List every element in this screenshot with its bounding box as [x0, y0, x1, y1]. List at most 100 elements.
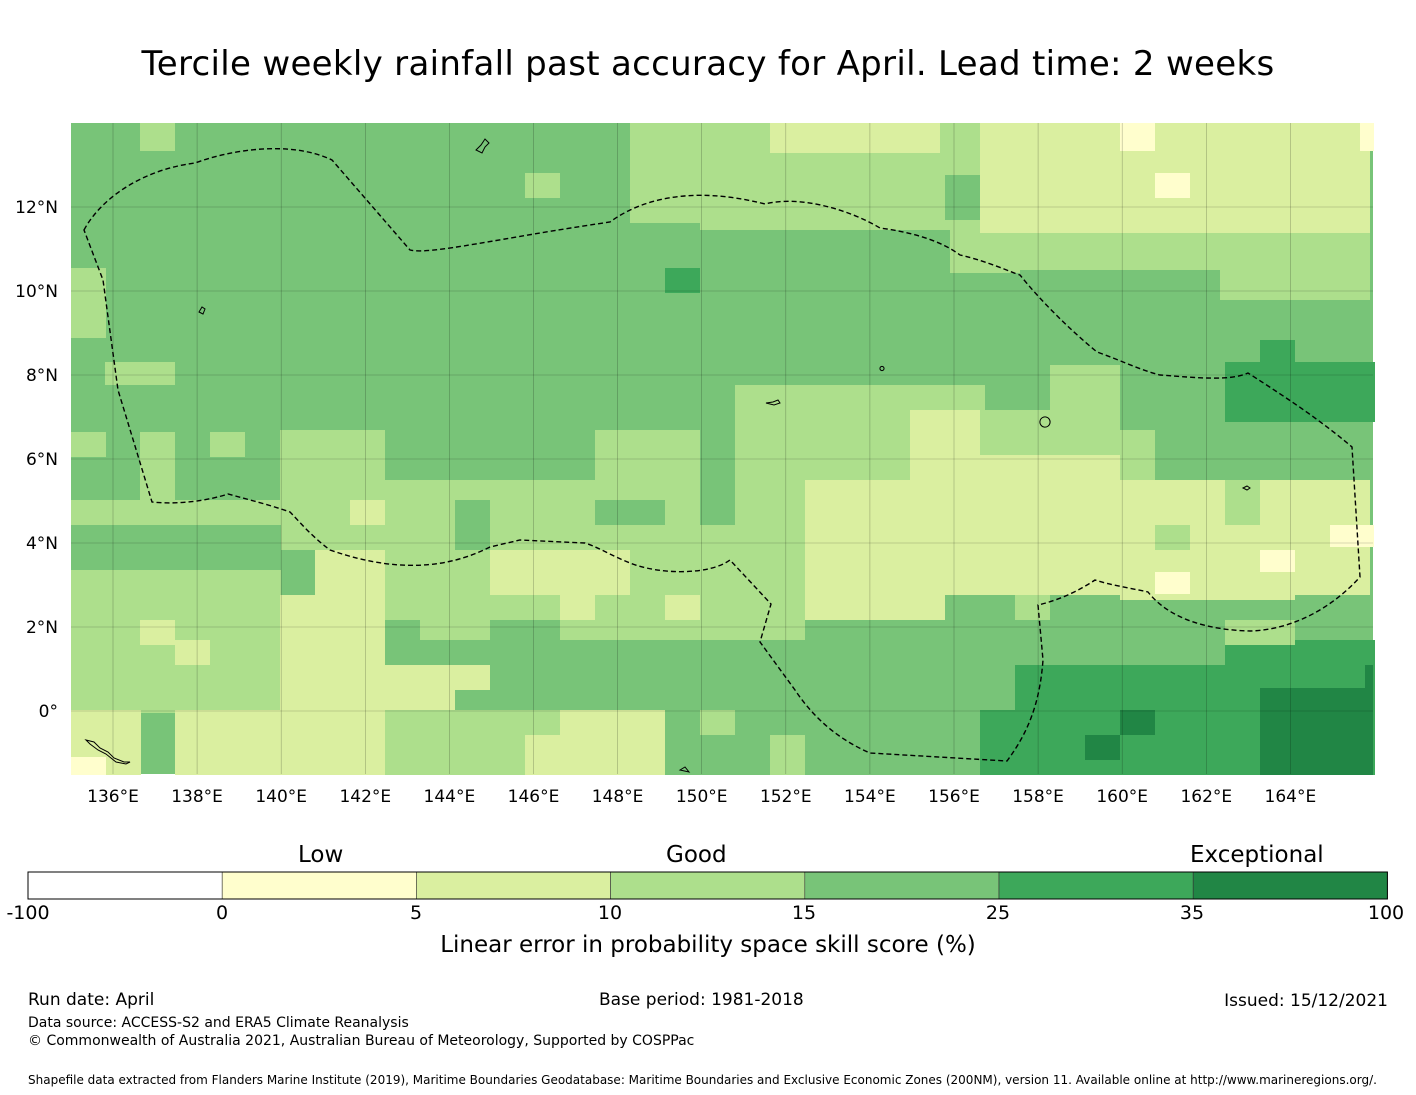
grid-cell [560, 595, 595, 620]
colorbar-title: Linear error in probability space skill … [440, 932, 976, 958]
colorbar-segment [998, 871, 1194, 900]
grid-cell [1155, 173, 1190, 198]
lon-tick-label: 162°E [1180, 787, 1232, 807]
grid-cell [1120, 123, 1155, 151]
lon-tick-label: 152°E [760, 787, 812, 807]
grid-cell [210, 432, 245, 457]
colorbar-label-low: Low [298, 842, 344, 868]
grid-cell [140, 432, 175, 502]
grid-cell [770, 123, 940, 153]
grid-cell [71, 432, 106, 457]
grid-cell [71, 500, 281, 525]
grid-cell [71, 548, 281, 713]
island [198, 306, 206, 315]
grid-cell [1155, 525, 1190, 550]
lat-tick-label: 10°N [15, 282, 58, 302]
colorbar-segment [221, 871, 417, 900]
grid-cell [1225, 480, 1260, 525]
island [1039, 416, 1051, 428]
lon-tick-label: 140°E [255, 787, 307, 807]
grid-cell [700, 640, 1015, 775]
grid-cell [455, 500, 490, 550]
lat-tick-label: 6°N [26, 450, 58, 470]
lon-tick-label: 144°E [424, 787, 476, 807]
grid-cell [1360, 123, 1374, 151]
grid-cell [665, 268, 700, 293]
lon-tick-label: 148°E [592, 787, 644, 807]
grid-cell [315, 550, 385, 610]
grid-cell [700, 710, 735, 735]
gridlines [71, 123, 1373, 774]
grid-cell [105, 362, 175, 385]
base-period: Base period: 1981-2018 [599, 990, 804, 1010]
copyright: © Commonwealth of Australia 2021, Austra… [28, 1033, 695, 1049]
grid-cell [71, 757, 106, 775]
colorbar-segment [1192, 871, 1388, 900]
grid-cell [1365, 665, 1373, 690]
lat-tick-label: 8°N [26, 366, 58, 386]
issued-date: Issued: 15/12/2021 [1224, 991, 1388, 1011]
island [879, 366, 885, 371]
colorbar-tick: 5 [409, 902, 423, 924]
lon-tick-label: 156°E [928, 787, 980, 807]
colorbar-tick: 35 [1179, 902, 1205, 924]
grid-cell [71, 268, 106, 338]
axis-ticks: 136°E 138°E 140°E 142°E 144°E 146°E 148°E 150°E… [15, 198, 1316, 807]
lat-tick-label: 12°N [15, 198, 58, 218]
grid-cell [1260, 688, 1373, 775]
grid-cell [1050, 365, 1120, 410]
eez-boundary [83, 148, 1361, 762]
colorbar-tick: -100 [6, 902, 50, 924]
lon-tick-label: 158°E [1012, 787, 1064, 807]
grid-cell [350, 500, 385, 525]
grid-cell [595, 430, 700, 480]
grid-cell [560, 710, 665, 740]
grid-cell [490, 550, 630, 595]
lat-tick-label: 2°N [26, 618, 58, 638]
grid-cell [945, 455, 1120, 595]
grid-cell [1015, 595, 1050, 620]
grid-cell [140, 123, 175, 151]
grid-cell [805, 480, 945, 620]
grid-cell [1295, 595, 1373, 640]
colorbar-frame [27, 871, 1388, 900]
grid-cell [490, 620, 560, 642]
colorbar-segment [416, 871, 611, 900]
colorbar-tick: 10 [597, 902, 623, 924]
grid-cell [1225, 362, 1375, 422]
grid-cell [665, 595, 700, 620]
grid-cell [525, 735, 665, 775]
grid-cell [525, 173, 560, 198]
colorbar-tick: 100 [1367, 902, 1405, 924]
skill-grid-cells [71, 123, 1375, 775]
grid-cell [385, 620, 420, 642]
grid-cell [1085, 735, 1120, 760]
grid-cell [770, 735, 805, 775]
grid-cell [175, 710, 385, 775]
grid-cell [1120, 710, 1155, 735]
island [765, 399, 781, 406]
grid-cell [1260, 550, 1295, 572]
grid-cell [595, 640, 630, 665]
grid-cell [665, 690, 700, 775]
grid-cell [140, 620, 175, 645]
colorbar-segment [804, 871, 1000, 900]
island [475, 138, 490, 154]
lon-tick-label: 164°E [1265, 787, 1317, 807]
lat-tick-label: 0° [39, 702, 58, 722]
shapefile-credit: Shapefile data extracted from Flanders M… [28, 1073, 1377, 1087]
colorbar [27, 871, 1388, 900]
island [678, 766, 691, 773]
grid-cell [595, 500, 665, 525]
island [1241, 485, 1251, 491]
colorbar-segment [27, 871, 223, 900]
island [84, 739, 131, 765]
grid-cell [1225, 640, 1375, 685]
grid-cell [1260, 340, 1295, 362]
lon-tick-label: 150°E [676, 787, 728, 807]
grid-cell [945, 175, 980, 220]
grid-cell [1155, 572, 1190, 594]
grid-cell [980, 410, 1120, 455]
grid-cell [700, 150, 950, 230]
